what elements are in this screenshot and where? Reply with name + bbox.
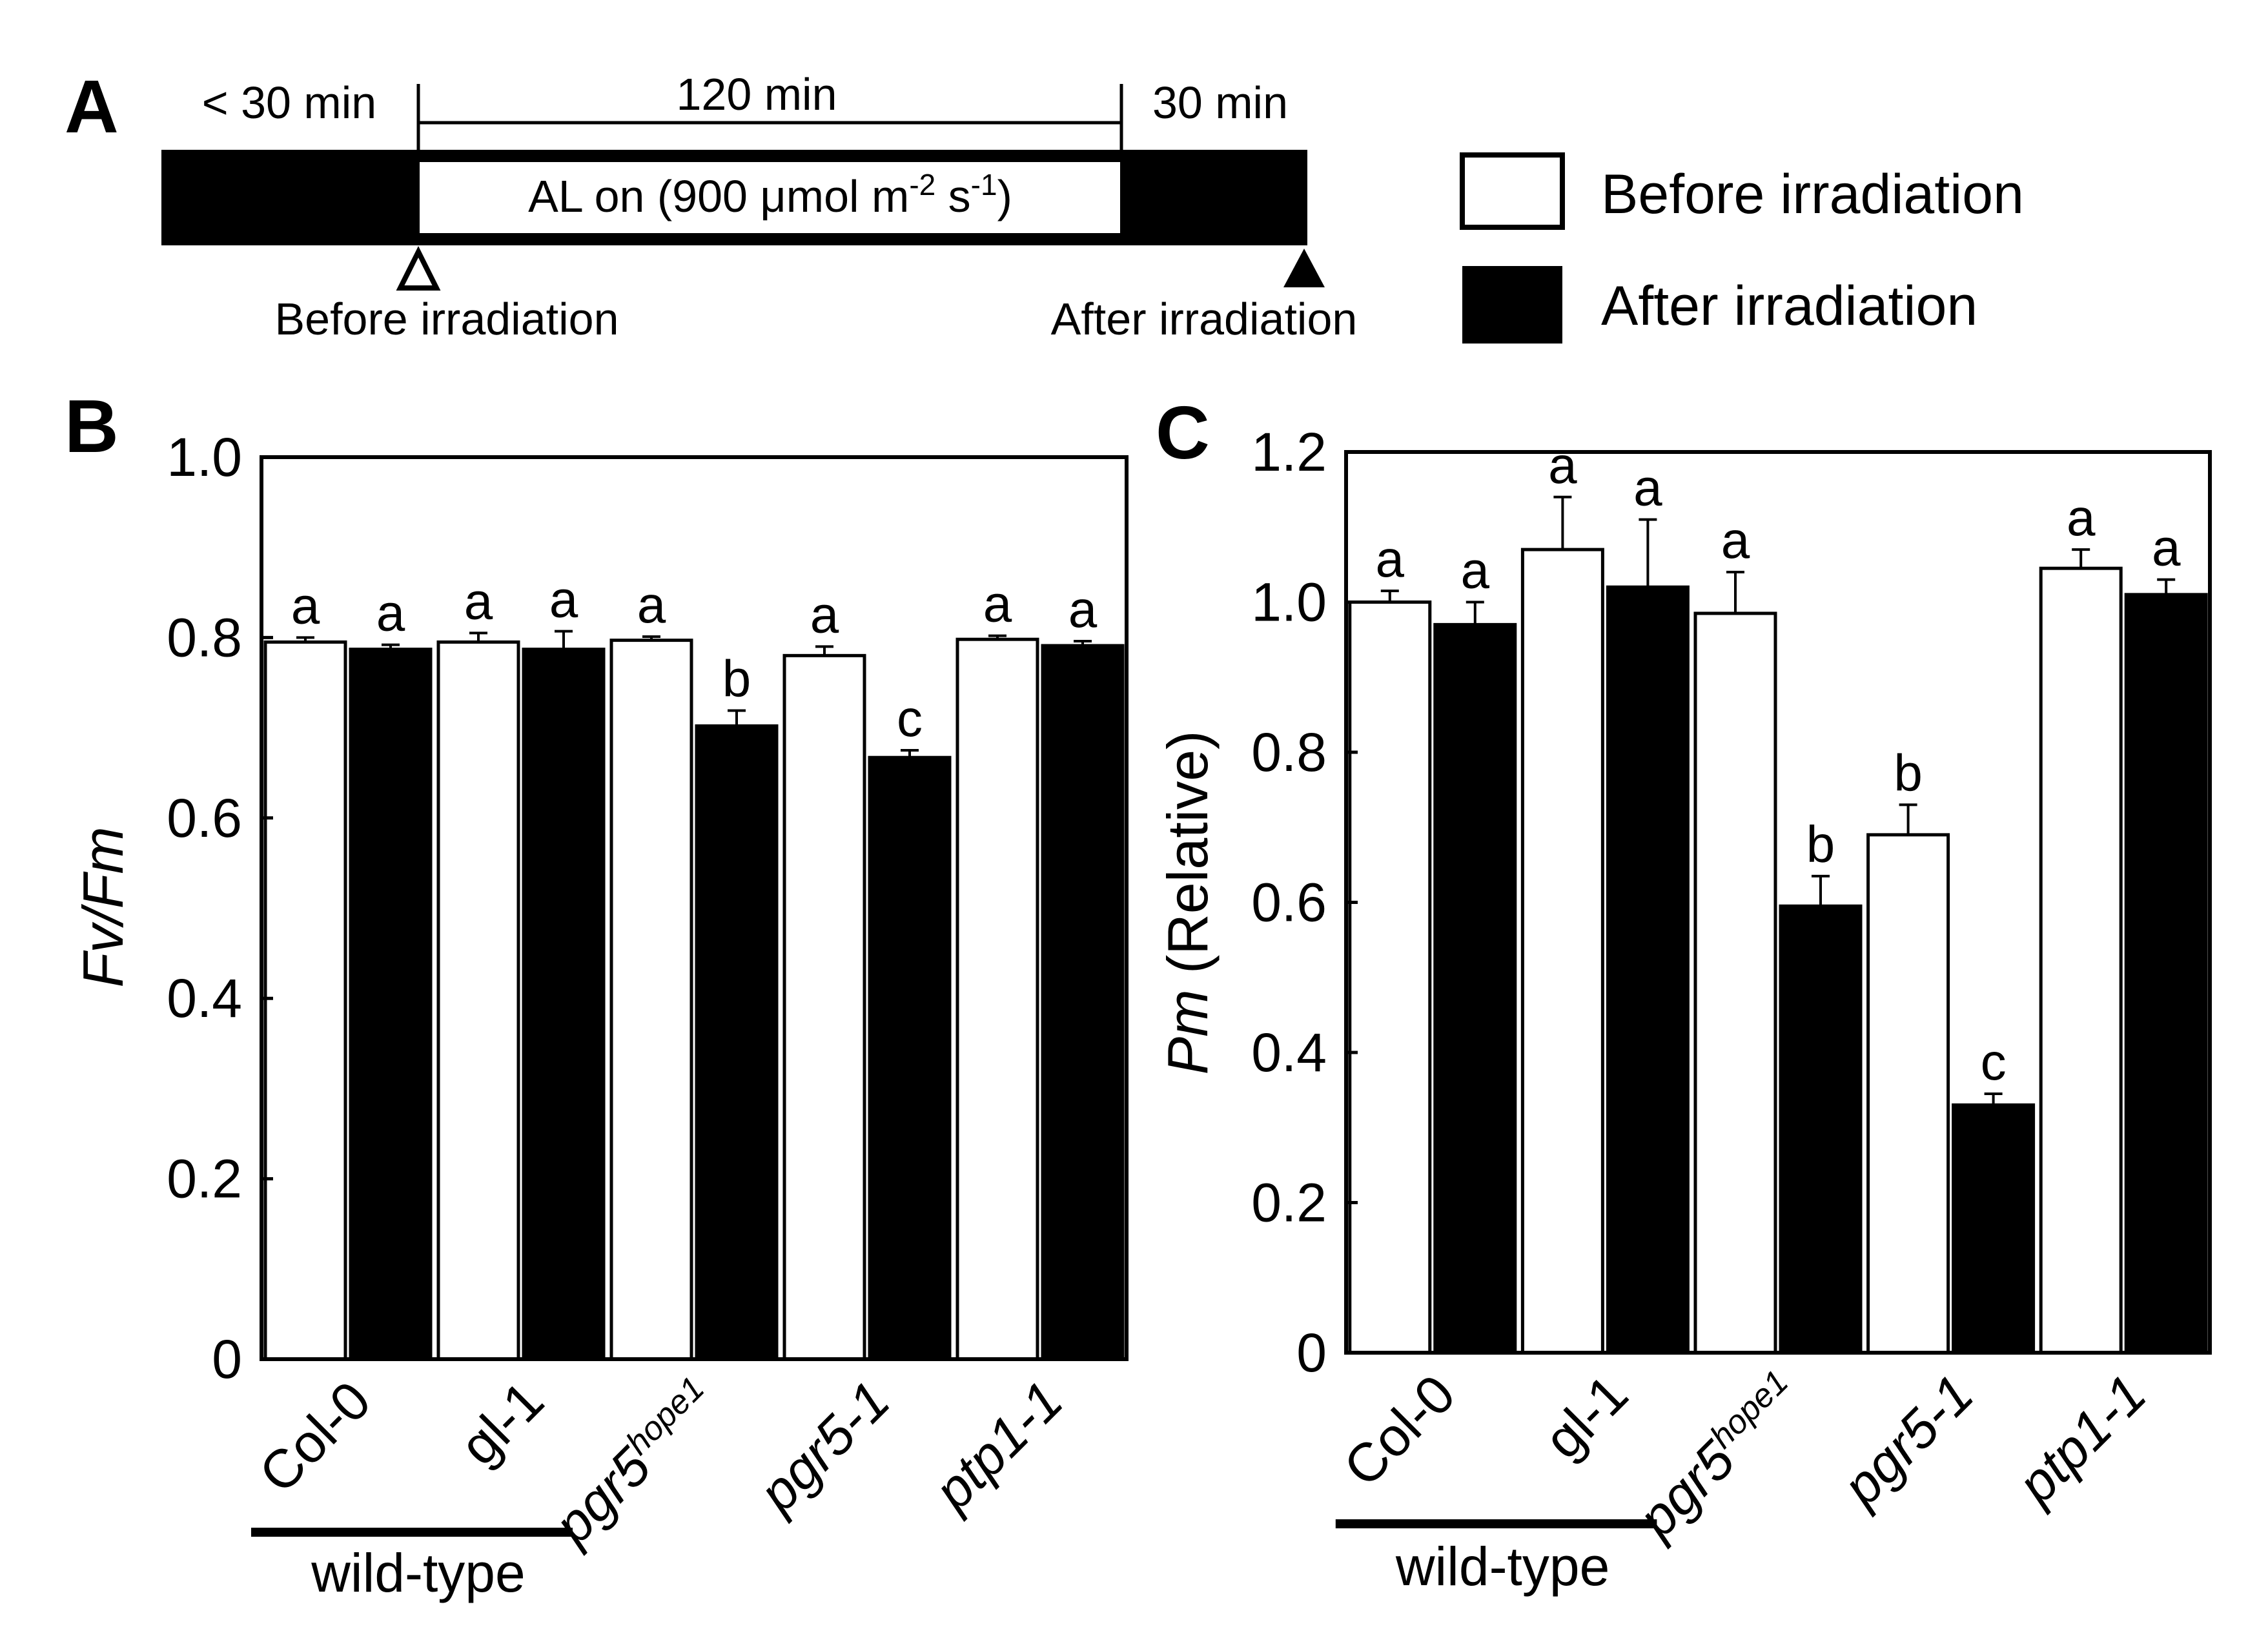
bar-after-3 (868, 755, 952, 1361)
sig-letter-before-2: a (1721, 511, 1750, 569)
wild-type-group-label: wild-type (1395, 1536, 1609, 1597)
bar-after-0 (349, 648, 433, 1361)
bar-after-1 (522, 648, 606, 1361)
panel-c-letter: C (1156, 391, 1210, 475)
y-tick-label: 1.0 (167, 427, 242, 487)
bar-before-0 (1348, 600, 1432, 1355)
sig-letter-before-3: b (1894, 744, 1923, 801)
category-label-3: pgr5-1 (746, 1369, 901, 1524)
y-axis-label: Pm (Relative) (1156, 731, 1220, 1075)
y-axis-label: Fv/Fm (71, 826, 135, 987)
panel-b-letter: B (65, 384, 119, 468)
bar-after-4 (1041, 644, 1125, 1361)
wild-type-group-label: wild-type (311, 1543, 525, 1603)
bar-after-2 (1779, 904, 1863, 1355)
bar-before-3 (1866, 833, 1950, 1355)
bar-before-4 (2039, 566, 2123, 1355)
y-tick-label: 1.2 (1251, 422, 1327, 482)
bar-after-1 (1606, 585, 1690, 1355)
bar-after-0 (1433, 622, 1517, 1355)
post-duration-label: 30 min (1152, 77, 1288, 128)
y-tick-label: 1.0 (1251, 572, 1327, 633)
sig-letter-after-3: c (1981, 1033, 2007, 1091)
panel-a-letter: A (65, 65, 119, 149)
sig-letter-before-0: a (291, 577, 320, 634)
sig-letter-after-4: a (1068, 580, 1098, 638)
legend-label-after: After irradiation (1601, 275, 1977, 337)
main-duration-label: 120 min (676, 69, 837, 119)
sig-letter-before-4: a (983, 575, 1012, 633)
sig-letter-after-0: a (1461, 542, 1490, 599)
sig-letter-after-2: b (722, 650, 751, 708)
bar-before-4 (955, 637, 1039, 1361)
category-label-3: pgr5-1 (1830, 1363, 1985, 1518)
legend-label-before: Before irradiation (1601, 163, 2024, 225)
sig-letter-before-1: a (464, 572, 493, 630)
y-tick-label: 0.8 (1251, 722, 1327, 783)
y-tick-label: 0 (212, 1329, 242, 1390)
category-label-4: ptp1-1 (921, 1369, 1074, 1523)
legend-swatch-before (1460, 152, 1565, 230)
after-marker-triangle-icon (1283, 249, 1325, 287)
y-tick-label: 0.8 (167, 607, 242, 668)
light-period-box (420, 162, 1120, 233)
bar-after-4 (2124, 593, 2208, 1355)
bar-before-1 (1520, 548, 1604, 1355)
legend-swatch-after (1462, 266, 1562, 344)
sig-letter-before-2: a (637, 576, 666, 633)
bar-before-2 (1693, 611, 1777, 1355)
category-label-1: gl-1 (1533, 1363, 1640, 1470)
bar-before-1 (436, 640, 520, 1361)
category-label-0: Col-0 (247, 1369, 382, 1504)
sig-letter-before-1: a (1548, 436, 1577, 494)
y-tick-label: 0.4 (1251, 1022, 1327, 1083)
pre-duration-label: < 30 min (202, 77, 376, 128)
y-tick-label: 0.2 (167, 1149, 242, 1209)
sig-letter-after-3: c (897, 690, 923, 747)
legend: Before irradiation After irradiation (1460, 152, 2024, 344)
bar-before-3 (782, 653, 866, 1361)
category-label-1: gl-1 (448, 1369, 555, 1477)
panel-a: A < 30 min 120 min 30 min AL on (900 μmo… (65, 65, 1357, 344)
y-tick-label: 0.6 (1251, 872, 1327, 933)
plot-frame (260, 455, 1129, 1361)
bar-before-0 (263, 640, 347, 1361)
y-tick-label: 0 (1296, 1322, 1327, 1383)
sig-letter-after-4: a (2152, 519, 2181, 577)
category-label-4: ptp1-1 (2005, 1363, 2158, 1516)
sig-letter-before-0: a (1376, 530, 1405, 588)
sig-letter-after-1: a (1633, 459, 1662, 517)
y-tick-label: 0.4 (167, 968, 242, 1029)
y-tick-label: 0.6 (167, 788, 242, 848)
sig-letter-after-1: a (549, 571, 578, 628)
bar-after-2 (695, 724, 779, 1361)
al-on-label: AL on (900 μmol m-2 s-1) (528, 168, 1012, 221)
after-marker-label: After irradiation (1051, 294, 1358, 344)
bar-after-3 (1952, 1103, 2036, 1355)
y-tick-label: 0.2 (1251, 1173, 1327, 1233)
sig-letter-after-2: b (1806, 816, 1835, 873)
before-marker-label: Before irradiation (274, 294, 618, 344)
sig-letter-before-3: a (810, 586, 839, 643)
category-label-0: Col-0 (1332, 1363, 1466, 1497)
sig-letter-before-4: a (2067, 489, 2096, 546)
bar-before-2 (609, 639, 693, 1361)
before-marker-triangle-icon (396, 246, 441, 291)
sig-letter-after-0: a (376, 584, 405, 642)
